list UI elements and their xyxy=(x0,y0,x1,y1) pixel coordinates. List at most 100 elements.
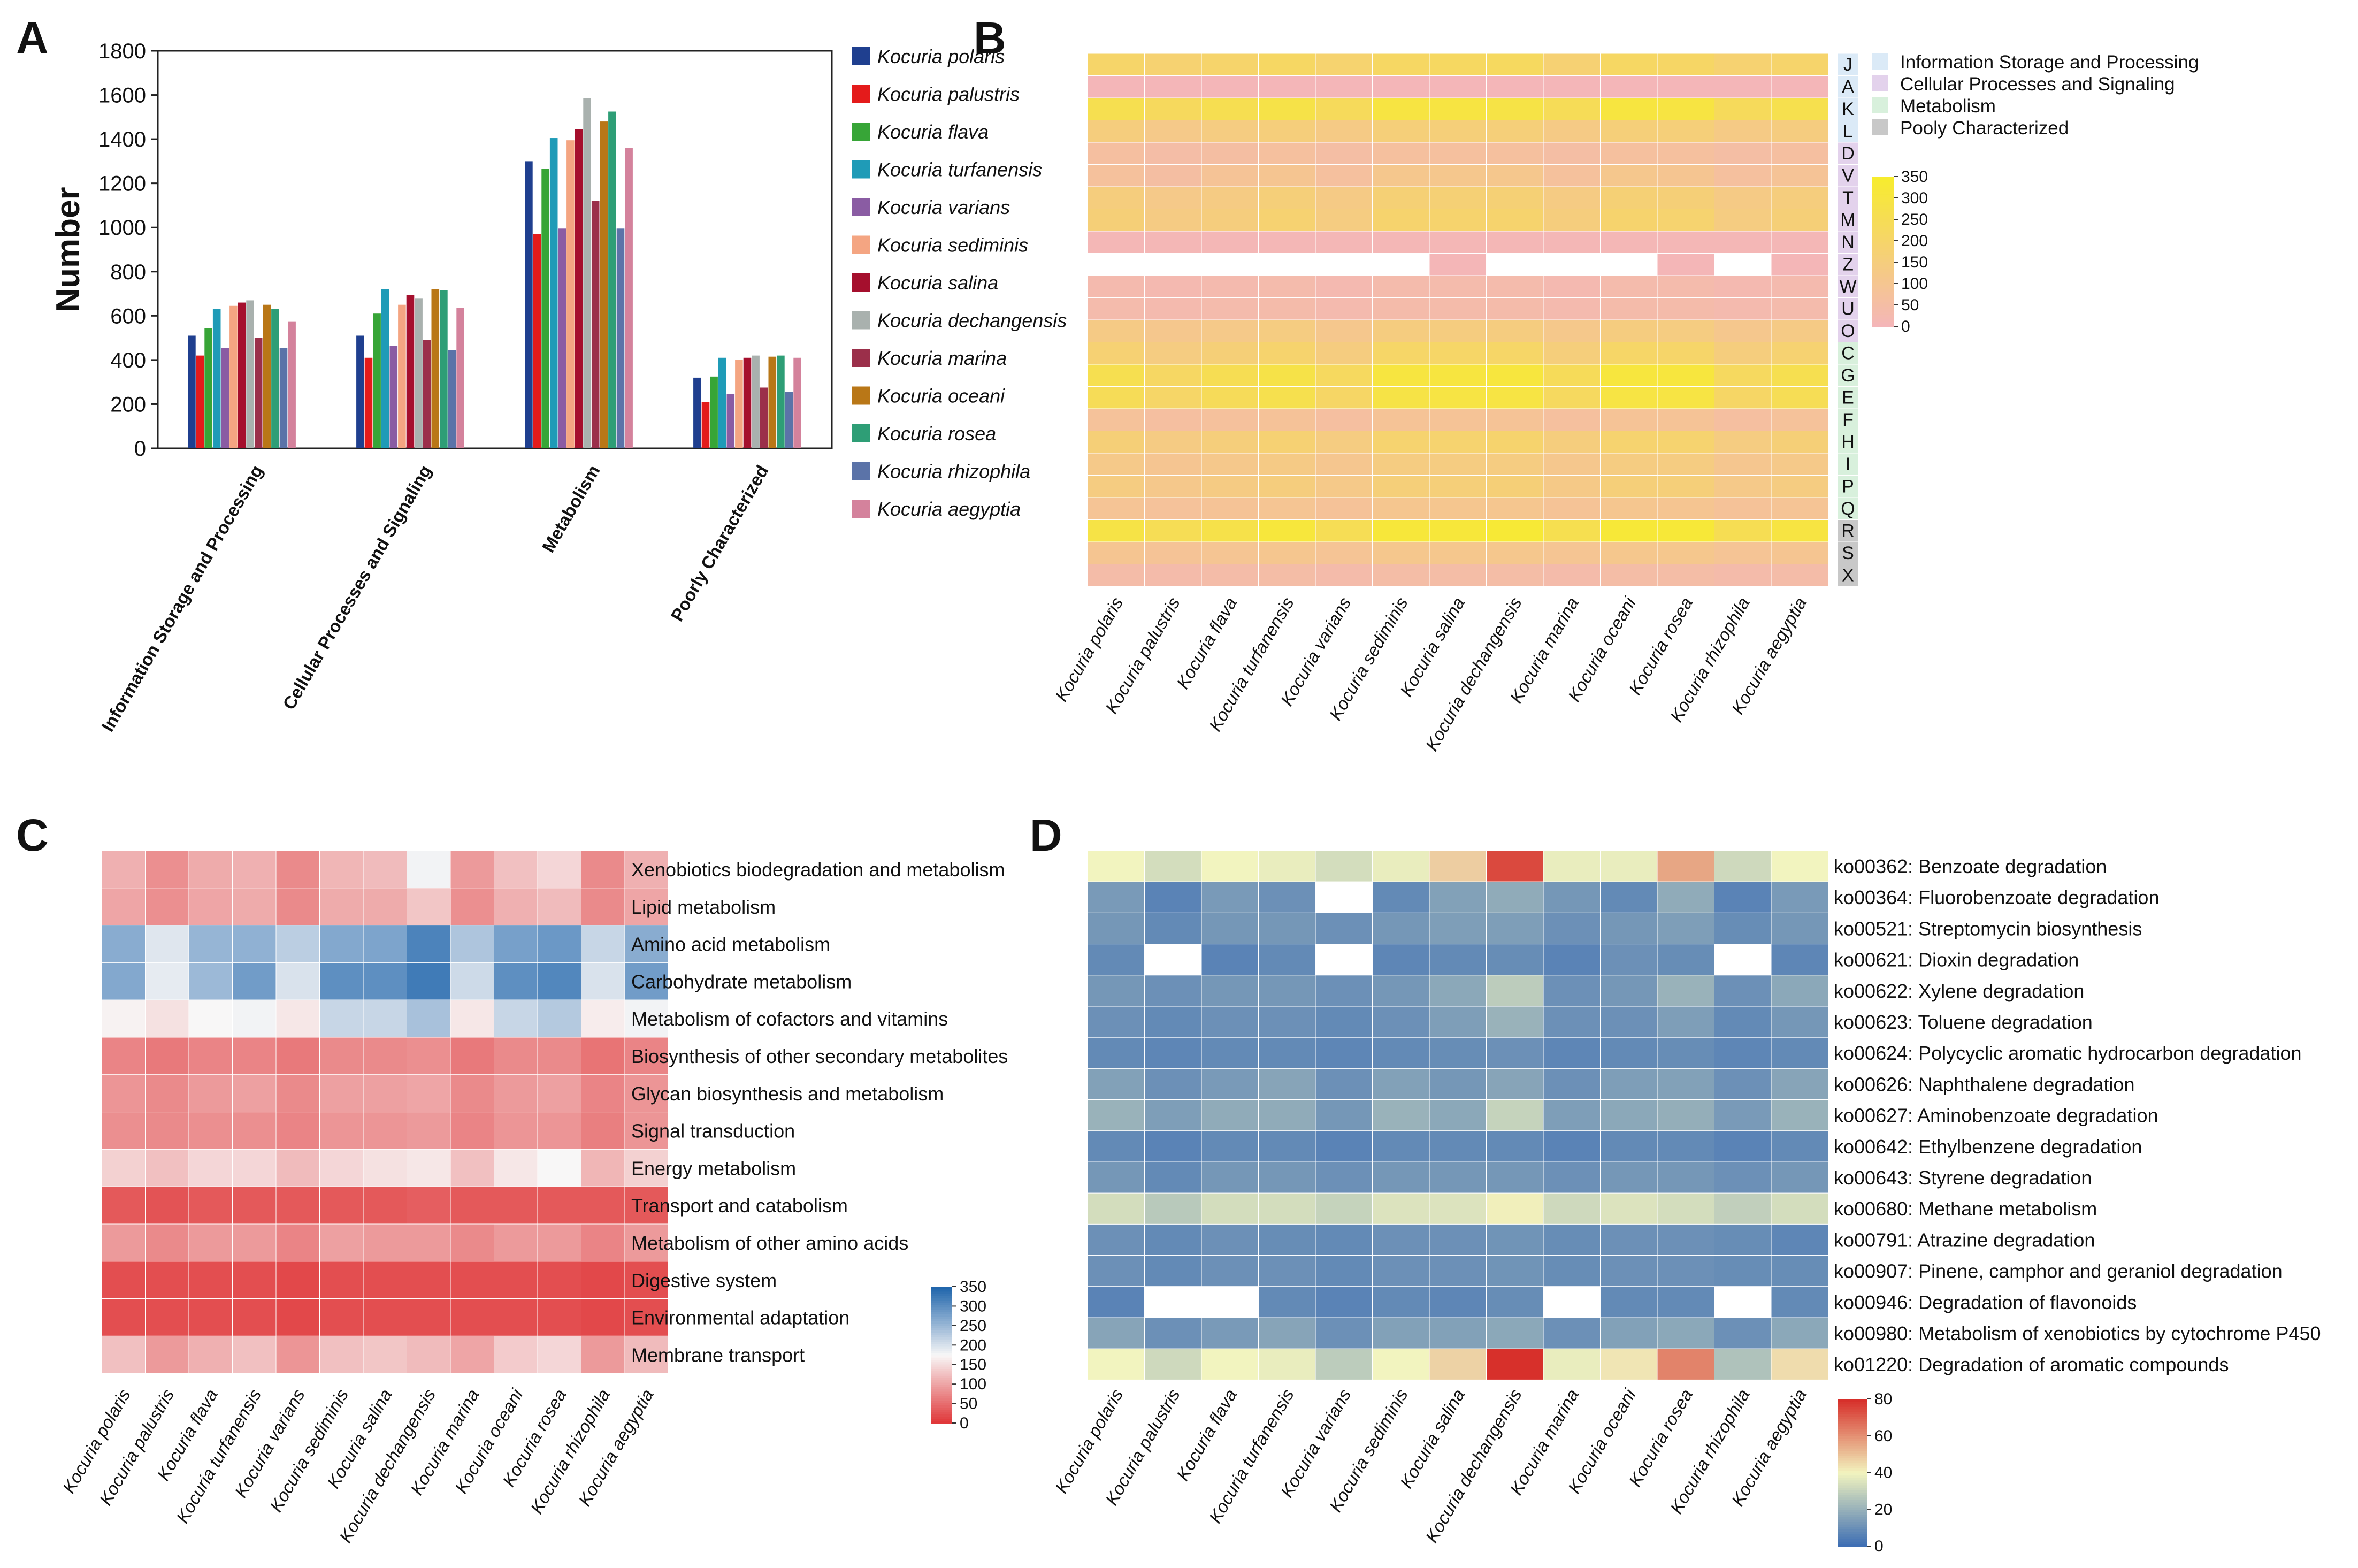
heatmap-cell xyxy=(1486,1068,1544,1100)
legend-swatch xyxy=(852,198,870,216)
deg-colorbar-step xyxy=(1838,1528,1867,1532)
heatmap-cell xyxy=(1600,164,1658,187)
heatmap-cell xyxy=(581,1223,625,1262)
heatmap-cell xyxy=(1315,453,1373,476)
bar xyxy=(406,295,415,448)
heatmap-cell xyxy=(1372,519,1430,542)
heatmap-cell xyxy=(145,1223,189,1262)
heatmap-cell xyxy=(1600,850,1658,882)
cog-colorbar-step xyxy=(1872,281,1894,285)
deg-colorbar-step xyxy=(1838,1517,1867,1520)
cog-colorbar-tick-label: 0 xyxy=(1901,318,1910,335)
group-legend-label: Cellular Processes and Signaling xyxy=(1900,74,2175,95)
legend-label: Kocuria rosea xyxy=(877,423,996,445)
heatmap-cell xyxy=(1144,1317,1202,1349)
heatmap-cell xyxy=(1429,850,1487,882)
heatmap-cell xyxy=(1429,186,1487,209)
heatmap-cell xyxy=(1315,97,1373,120)
heatmap-cell xyxy=(1087,1161,1145,1194)
heatmap-cell xyxy=(188,962,233,1000)
heatmap-cell xyxy=(363,1149,407,1187)
heatmap-cell xyxy=(1657,975,1714,1007)
heatmap-cell xyxy=(1543,1255,1601,1287)
heatmap-cell xyxy=(1372,231,1430,254)
deg-colorbar-step xyxy=(1838,1475,1867,1478)
kegg-colorbar-step xyxy=(931,1391,952,1394)
heatmap-cell xyxy=(1087,519,1145,542)
heatmap-cell xyxy=(1258,1255,1316,1287)
heatmap-cell xyxy=(1315,1348,1373,1380)
heatmap-cell xyxy=(363,1074,407,1113)
row-label: ko00907: Pinene, camphor and geraniol de… xyxy=(1834,1260,2283,1282)
bar xyxy=(616,228,625,448)
heatmap-cell xyxy=(1657,881,1714,913)
heatmap-cell xyxy=(1087,1006,1145,1038)
y-tick-label: 600 xyxy=(110,304,146,328)
heatmap-cell xyxy=(1429,1068,1487,1100)
deg-colorbar-step xyxy=(1838,1433,1867,1436)
heatmap-cell xyxy=(1771,564,1828,587)
legend-label: Kocuria dechangensis xyxy=(877,310,1067,332)
deg-colorbar-step xyxy=(1838,1438,1867,1441)
heatmap-cell xyxy=(1714,519,1772,542)
bar-chart-panel: 0 200 400 600 800 1000 1200 1400 1600 1800 Number I… xyxy=(50,40,1067,735)
heatmap-cell xyxy=(1144,75,1202,98)
heatmap-cell xyxy=(1429,453,1487,476)
row-code-label: M xyxy=(1840,210,1855,231)
heatmap-cell xyxy=(1600,275,1658,298)
heatmap-cell xyxy=(1144,1130,1202,1162)
heatmap-cell xyxy=(1372,186,1430,209)
heatmap-cell xyxy=(1372,541,1430,564)
heatmap-cell xyxy=(1657,944,1714,976)
heatmap-cell xyxy=(1486,519,1544,542)
row-code-label: L xyxy=(1843,121,1853,142)
cog-colorbar-step xyxy=(1872,259,1894,262)
bar xyxy=(735,360,743,448)
heatmap-cell xyxy=(1087,231,1145,254)
heatmap-cell xyxy=(1486,564,1544,587)
legend-label: Kocuria aegyptia xyxy=(877,498,1021,520)
heatmap-cell xyxy=(1144,364,1202,387)
cog-colorbar-step xyxy=(1872,184,1894,187)
deg-colorbar-step xyxy=(1838,1497,1867,1500)
heatmap-cell xyxy=(624,1261,669,1299)
heatmap-cell xyxy=(1315,164,1373,187)
heatmap-cell xyxy=(1087,541,1145,564)
cog-colorbar-step xyxy=(1872,304,1894,307)
heatmap-cell xyxy=(319,962,364,1000)
heatmap-cell xyxy=(1315,1255,1373,1287)
heatmap-cell xyxy=(232,1074,277,1113)
cog-colorbar-step xyxy=(1872,177,1894,180)
group-legend-label: Metabolism xyxy=(1900,96,1996,117)
heatmap-cell xyxy=(624,999,669,1038)
heatmap-cell xyxy=(1657,431,1714,454)
heatmap-cell xyxy=(1486,1286,1544,1318)
cog-colorbar-step xyxy=(1872,296,1894,300)
heatmap-cell xyxy=(1201,319,1259,342)
heatmap-cell xyxy=(1258,297,1316,320)
legend-swatch xyxy=(852,349,870,367)
heatmap-cell xyxy=(581,1261,625,1299)
heatmap-cell xyxy=(1315,912,1373,945)
kegg-colorbar-step xyxy=(931,1398,952,1401)
bar xyxy=(415,298,423,448)
row-label: Carbohydrate metabolism xyxy=(631,970,852,992)
heatmap-cell xyxy=(1486,1130,1544,1162)
kegg-colorbar-step xyxy=(931,1316,952,1319)
deg-colorbar-step xyxy=(1838,1492,1867,1495)
row-label: ko00622: Xylene degradation xyxy=(1834,980,2084,1002)
cog-colorbar-step xyxy=(1872,284,1894,287)
deg-colorbar-step xyxy=(1838,1452,1867,1456)
kegg-colorbar-step xyxy=(931,1291,952,1294)
bar xyxy=(777,355,785,448)
cog-colorbar-step xyxy=(1872,274,1894,277)
heatmap-cell xyxy=(1486,275,1544,298)
deg-colorbar-step xyxy=(1838,1541,1867,1544)
heatmap-cell xyxy=(1372,342,1430,365)
deg-colorbar-step xyxy=(1838,1409,1867,1412)
kegg-colorbar-tick-label: 150 xyxy=(960,1356,986,1374)
bar xyxy=(448,350,456,448)
heatmap-cell xyxy=(101,850,146,889)
row-label: ko00626: Naphthalene degradation xyxy=(1834,1073,2134,1095)
heatmap-cell xyxy=(1543,975,1601,1007)
